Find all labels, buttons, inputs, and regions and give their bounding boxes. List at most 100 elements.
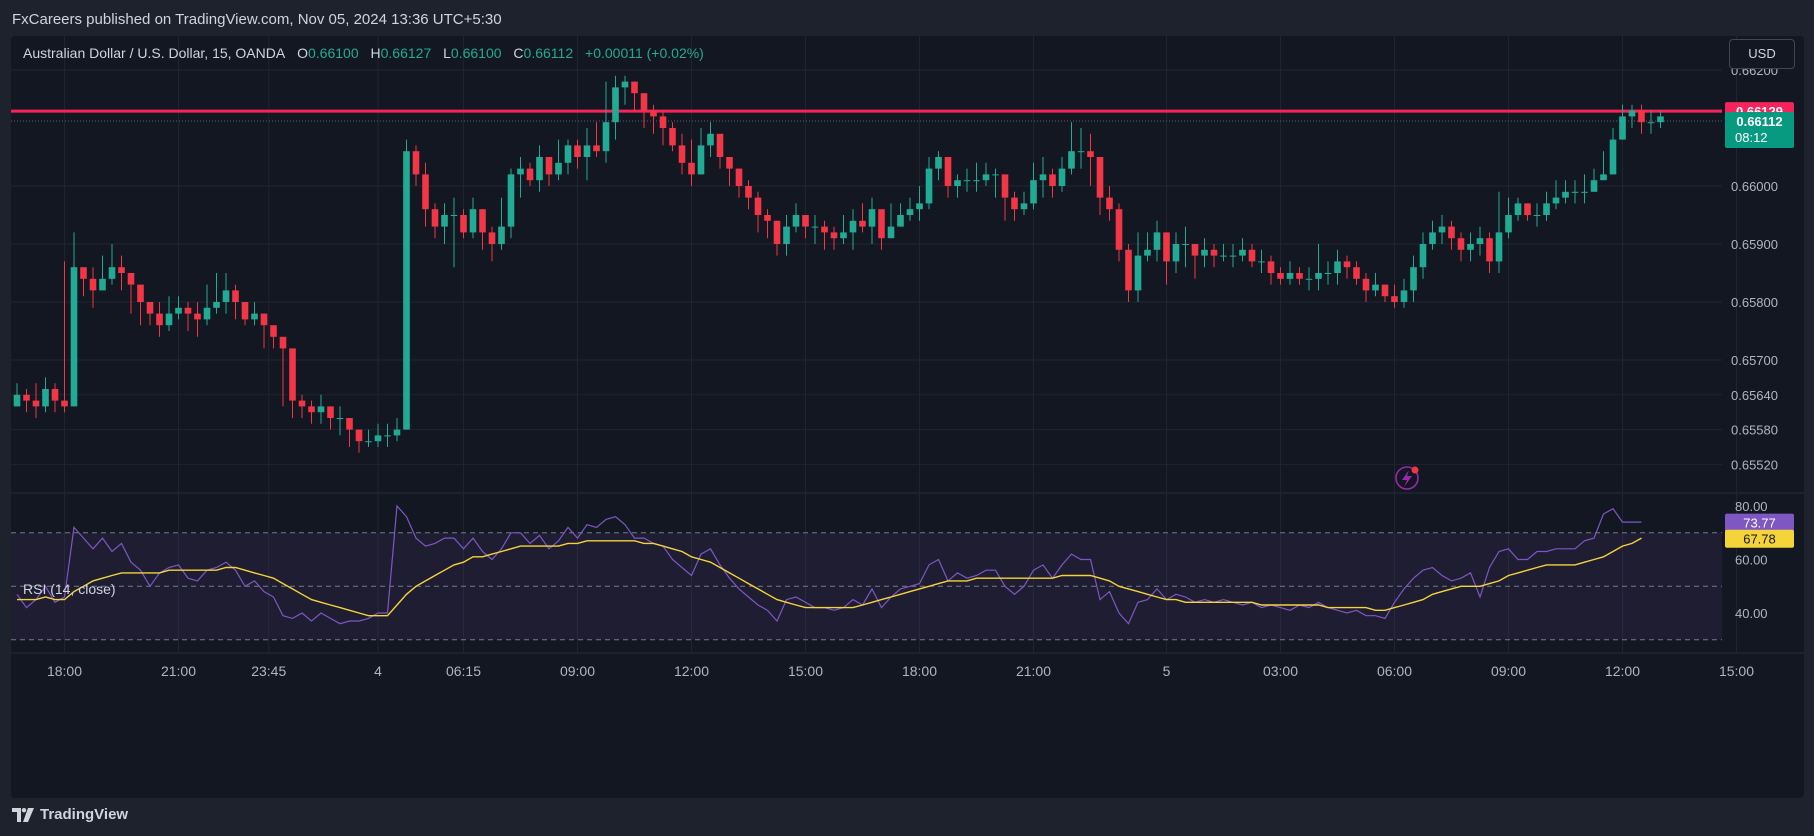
candle: [175, 296, 182, 320]
candle-body: [878, 209, 885, 239]
candle-body: [279, 336, 287, 349]
candle-body: [621, 81, 629, 88]
candle: [754, 191, 762, 233]
candle: [1467, 232, 1474, 262]
candle-body: [1486, 238, 1493, 262]
candle-body: [498, 226, 505, 244]
rsi-indicator-label[interactable]: RSI (14, close): [23, 581, 116, 597]
candle-body: [1533, 215, 1541, 216]
candle: [1514, 197, 1522, 221]
candle-body: [1153, 232, 1161, 250]
candle: [954, 174, 961, 198]
candle-body: [108, 267, 116, 279]
footer-brand[interactable]: TradingView: [12, 806, 128, 823]
candle: [156, 302, 163, 337]
chart-canvas[interactable]: 0.662000.660000.659000.658000.657000.656…: [11, 36, 1804, 798]
candle: [355, 429, 363, 453]
candle: [1115, 203, 1123, 262]
candle-body: [308, 406, 315, 413]
candle: [783, 215, 790, 256]
time-tick-label: 18:00: [902, 663, 937, 679]
candle-body: [156, 313, 163, 326]
candle: [764, 209, 771, 239]
candle-body: [593, 145, 600, 152]
candle-body: [697, 145, 705, 175]
candle-body: [1163, 232, 1170, 262]
candle-body: [374, 435, 382, 442]
candle: [1030, 162, 1037, 210]
candle-body: [1011, 197, 1018, 210]
candle: [336, 406, 344, 436]
chart-frame[interactable]: 0.66200 0.66000 0.65900 0.65800 0.65700 0.656…: [11, 36, 1804, 798]
candle-body: [1191, 244, 1199, 256]
candle: [1486, 232, 1493, 273]
candle-body: [773, 220, 781, 244]
rsi-ma-badge: [1725, 529, 1794, 548]
candle: [973, 162, 980, 192]
candle-body: [42, 389, 49, 407]
candle: [222, 273, 230, 314]
candle-body: [1362, 278, 1370, 291]
candle-body: [802, 215, 809, 227]
candle: [412, 145, 420, 186]
candle: [346, 418, 353, 447]
candle-body: [517, 168, 524, 175]
candle: [650, 104, 657, 134]
candle: [935, 151, 942, 181]
candle-body: [792, 215, 800, 227]
candle-body: [51, 389, 59, 401]
candle-body: [916, 203, 923, 210]
candle-body: [1600, 174, 1607, 181]
time-tick-label: 21:00: [1016, 663, 1051, 679]
candle-body: [526, 168, 534, 181]
candle-body: [1125, 249, 1132, 291]
lightning-icon[interactable]: [1395, 466, 1419, 490]
candle: [897, 203, 904, 227]
candle-body: [726, 157, 733, 169]
candle-body: [830, 232, 838, 239]
candle: [1448, 220, 1455, 250]
price-tick-label: 0.65800: [1731, 295, 1778, 310]
change-value: +0.00011 (+0.02%): [585, 45, 704, 61]
candle-body: [327, 406, 334, 418]
candle: [403, 139, 410, 430]
candle: [811, 215, 819, 244]
time-tick-label: 15:00: [788, 663, 823, 679]
symbol-title[interactable]: Australian Dollar / U.S. Dollar, 15, OAN…: [23, 45, 286, 61]
open-label: O: [297, 45, 308, 61]
symbol-legend: Australian Dollar / U.S. Dollar, 15, OAN…: [23, 45, 712, 61]
candle: [745, 180, 752, 210]
candle-body: [441, 215, 448, 227]
candle-body: [783, 226, 790, 244]
candle: [1590, 168, 1598, 192]
candle-body: [849, 220, 857, 233]
candle: [1125, 244, 1132, 302]
candle: [1495, 191, 1503, 273]
candle: [1220, 244, 1227, 262]
candle: [887, 203, 895, 239]
candle: [1087, 133, 1094, 186]
candle: [1457, 232, 1465, 262]
candle: [906, 197, 914, 221]
candle-body: [574, 145, 581, 157]
candle: [1039, 157, 1047, 198]
candle: [678, 133, 686, 175]
candle: [213, 273, 220, 314]
candle-body: [868, 209, 876, 227]
candle: [1600, 151, 1607, 181]
candle: [1201, 238, 1208, 268]
candle-body: [688, 162, 695, 175]
candle-body: [1172, 244, 1180, 262]
candle-body: [1115, 209, 1123, 250]
candle: [70, 232, 78, 407]
candle: [773, 220, 781, 256]
candle-body: [384, 435, 391, 437]
candle: [108, 244, 116, 285]
currency-button[interactable]: USD: [1729, 39, 1795, 69]
rsi-layer: [16, 504, 1642, 625]
grid-lines: [11, 36, 1804, 654]
candle: [840, 215, 847, 244]
low-label: L: [443, 45, 451, 61]
candle: [469, 197, 477, 239]
